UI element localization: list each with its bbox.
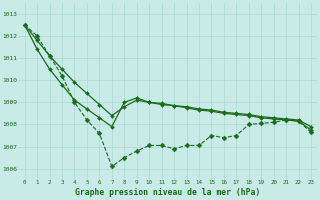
X-axis label: Graphe pression niveau de la mer (hPa): Graphe pression niveau de la mer (hPa) [75, 188, 260, 197]
